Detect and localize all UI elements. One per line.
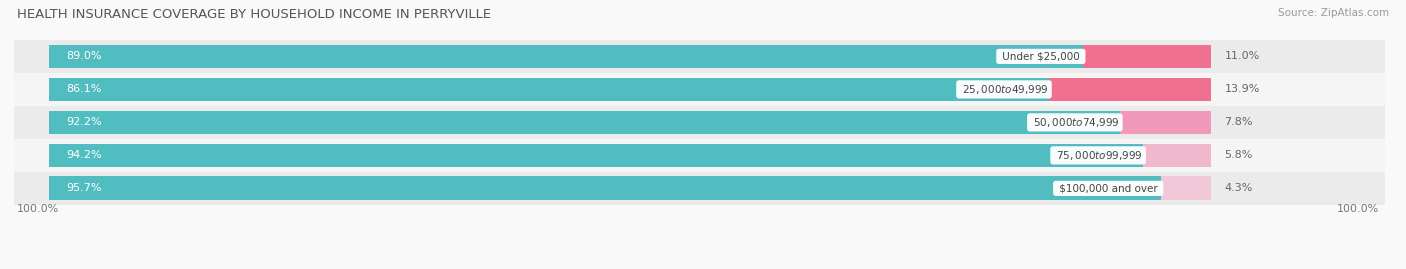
Text: 11.0%: 11.0% bbox=[1225, 51, 1260, 61]
Bar bbox=[49, 111, 1121, 134]
Text: 89.0%: 89.0% bbox=[66, 51, 101, 61]
Bar bbox=[1083, 45, 1211, 68]
Bar bbox=[1143, 143, 1211, 167]
Text: 100.0%: 100.0% bbox=[1337, 204, 1379, 214]
Text: $100,000 and over: $100,000 and over bbox=[1056, 183, 1161, 193]
Bar bbox=[49, 45, 1083, 68]
Bar bbox=[1121, 111, 1211, 134]
Text: 4.3%: 4.3% bbox=[1225, 183, 1253, 193]
Bar bbox=[14, 106, 1385, 139]
Bar bbox=[14, 139, 1385, 172]
Text: 92.2%: 92.2% bbox=[66, 117, 103, 128]
Text: 86.1%: 86.1% bbox=[66, 84, 101, 94]
Text: $50,000 to $74,999: $50,000 to $74,999 bbox=[1029, 116, 1121, 129]
Text: 13.9%: 13.9% bbox=[1225, 84, 1260, 94]
Text: Under $25,000: Under $25,000 bbox=[998, 51, 1083, 61]
Text: $75,000 to $99,999: $75,000 to $99,999 bbox=[1053, 149, 1143, 162]
Text: $25,000 to $49,999: $25,000 to $49,999 bbox=[959, 83, 1049, 96]
Bar bbox=[1049, 77, 1211, 101]
Text: HEALTH INSURANCE COVERAGE BY HOUSEHOLD INCOME IN PERRYVILLE: HEALTH INSURANCE COVERAGE BY HOUSEHOLD I… bbox=[17, 8, 491, 21]
Bar bbox=[14, 73, 1385, 106]
Text: Source: ZipAtlas.com: Source: ZipAtlas.com bbox=[1278, 8, 1389, 18]
Text: 100.0%: 100.0% bbox=[17, 204, 59, 214]
Bar bbox=[14, 172, 1385, 205]
Text: 7.8%: 7.8% bbox=[1225, 117, 1253, 128]
Bar bbox=[49, 77, 1049, 101]
Bar bbox=[14, 40, 1385, 73]
Text: 95.7%: 95.7% bbox=[66, 183, 101, 193]
Text: 94.2%: 94.2% bbox=[66, 150, 103, 160]
Text: 5.8%: 5.8% bbox=[1225, 150, 1253, 160]
Bar bbox=[49, 143, 1143, 167]
Bar bbox=[1161, 176, 1211, 200]
Bar bbox=[49, 176, 1161, 200]
